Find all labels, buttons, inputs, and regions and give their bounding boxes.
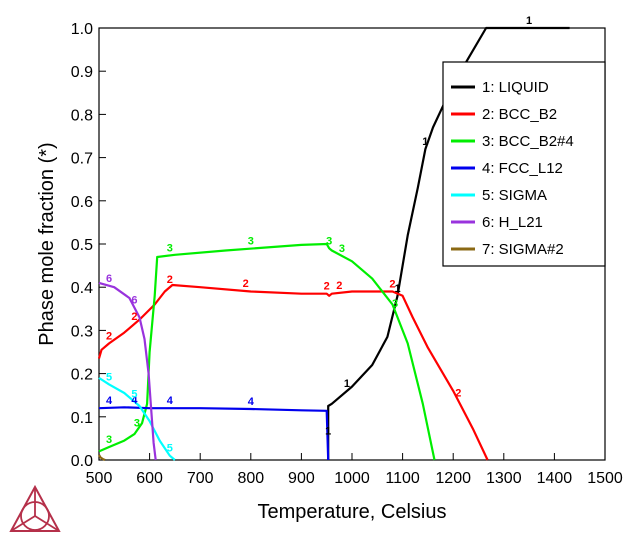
legend-box [442,61,606,267]
series-marker-1: 1 [325,425,331,437]
x-tick-label: 700 [187,470,214,487]
x-tick-label: 1200 [435,470,471,487]
series-line-3 [98,242,436,461]
series-marker-2: 2 [455,388,461,400]
series-line-4 [98,406,330,461]
series-marker-4: 4 [248,396,255,408]
series-marker-2: 2 [336,280,342,292]
series-marker-3: 3 [167,242,173,254]
series-line-5 [98,376,176,461]
y-tick-label: 1.0 [71,21,93,38]
legend: 1: LIQUID 2: BCC_B2 3: BCC_B2#4 4: FCC_L12 5… [442,61,606,267]
legend-entry: 3: BCC_B2#4 [482,133,574,150]
series-marker-4: 4 [167,395,174,407]
series-marker-2: 2 [131,311,137,323]
series-marker-2: 2 [243,278,249,290]
y-tick-label: 0.5 [71,237,93,254]
series-marker-5: 5 [131,389,137,401]
series-marker-4: 4 [106,395,113,407]
x-tick-label: 800 [237,470,264,487]
thermo-calc-logo [9,484,61,532]
series-marker-5: 5 [167,443,173,455]
series-marker-3: 3 [326,235,332,247]
series-line-1 [327,26,570,460]
series-marker-1: 1 [394,283,400,295]
series-marker-6: 6 [106,273,112,285]
y-tick-label: 0.1 [71,410,93,427]
y-tick-label: 0.4 [71,280,93,297]
x-tick-label: 600 [136,470,163,487]
legend-entry: 6: H_L21 [482,214,543,231]
y-tick-label: 0.8 [71,107,93,124]
series-line-6 [98,281,157,461]
series-marker-3: 3 [134,417,140,429]
y-tick-label: 0.3 [71,323,93,340]
legend-entry: 4: FCC_L12 [482,160,563,177]
y-axis-title: Phase mole fraction (*) [36,142,58,345]
y-axis-ticks: 0.0 0.1 0.2 0.3 0.4 0.5 0.6 0.7 0.8 0.9 1.0 [71,21,106,470]
x-tick-label: 1000 [334,470,370,487]
x-axis-ticks: 500 600 700 800 900 1000 1100 1200 1300 1400 1500 [86,453,623,487]
series-marker-2: 2 [167,274,173,286]
series-marker-2: 2 [324,281,330,293]
series-marker-2: 2 [106,330,112,342]
x-tick-label: 1300 [486,470,522,487]
legend-entry: 2: BCC_B2 [482,106,557,123]
y-tick-label: 0.7 [71,151,93,168]
series-marker-3: 3 [392,298,398,310]
y-tick-label: 0.2 [71,367,93,384]
series-marker-4: 4 [131,395,138,407]
x-tick-label: 1100 [385,470,420,487]
legend-entry: 7: SIGMA#2 [482,241,564,258]
x-tick-label: 500 [86,470,113,487]
y-tick-label: 0.9 [71,64,93,81]
series-marker-1: 1 [526,15,532,27]
x-axis-title: Temperature, Celsius [258,501,447,523]
series-line-2 [97,283,489,461]
y-tick-label: 0.6 [71,194,93,211]
y-tick-label: 0.0 [71,453,93,470]
series-layer [97,26,570,462]
series-marker-1: 1 [344,378,350,390]
legend-entry: 1: LIQUID [482,79,549,96]
x-tick-label: 1500 [587,470,623,487]
legend-entry: 5: SIGMA [482,187,547,204]
series-marker-2: 2 [389,279,395,291]
series-marker-3: 3 [248,236,254,248]
series-marker-3: 3 [106,434,112,446]
series-marker-5: 5 [106,371,112,383]
x-tick-label: 900 [288,470,315,487]
x-tick-label: 1400 [537,470,573,487]
series-marker-1: 1 [422,136,428,148]
series-line-7 [98,454,106,462]
series-marker-3: 3 [339,243,345,255]
series-marker-6: 6 [131,295,137,307]
